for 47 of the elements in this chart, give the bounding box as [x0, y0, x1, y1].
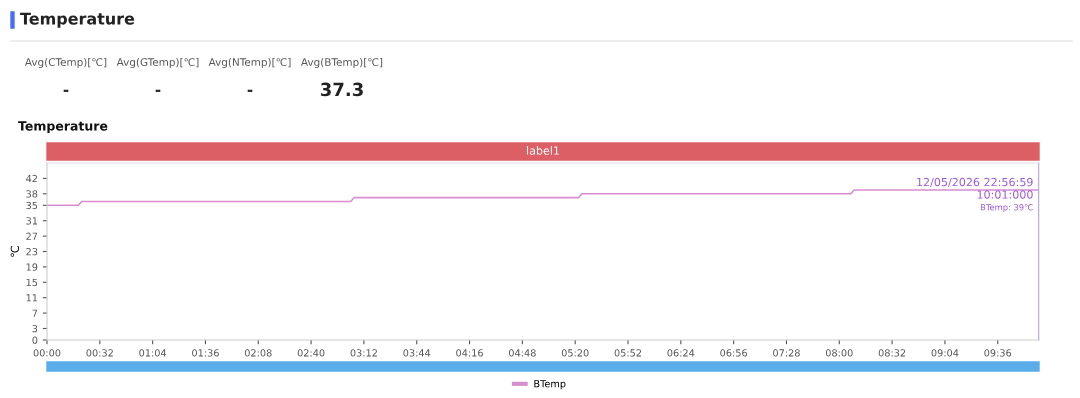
x-tick-label: 00:00: [33, 349, 61, 357]
x-tick-label: 05:20: [561, 349, 589, 357]
x-tick-label: 03:12: [350, 349, 377, 357]
x-tick-label: 04:48: [509, 349, 536, 357]
x-tick-label: 01:04: [139, 349, 167, 357]
x-tick-label: 03:44: [403, 349, 431, 357]
annotation: BTemp: 39℃: [980, 204, 1033, 213]
text: -: [247, 89, 253, 92]
y-tick-label: 3: [32, 324, 38, 333]
text: Avg(BTemp)[℃]: [301, 57, 383, 69]
y-tick-label: 15: [26, 278, 38, 287]
x-tick-label: 06:56: [720, 349, 748, 357]
annotation: 10:01:000: [977, 190, 1033, 199]
annotation: 12/05/2026 22:56:59: [917, 177, 1033, 188]
y-tick-label: 35: [26, 201, 38, 210]
chart-subtitle: Temperature: [18, 121, 108, 134]
text: -: [63, 89, 69, 92]
x-tick-label: 06:24: [667, 349, 695, 357]
x-tick-label: 08:32: [878, 349, 906, 357]
text: label1: [527, 146, 559, 155]
x-tick-label: 08:00: [825, 349, 853, 357]
y-tick-label: 23: [26, 247, 38, 256]
x-tick-label: 04:16: [456, 349, 483, 357]
x-tick-label: 07:28: [773, 349, 800, 357]
text: Avg(GTemp)[℃]: [116, 57, 199, 69]
y-tick-label: 38: [26, 190, 38, 198]
y-tick-label: 0: [32, 336, 38, 344]
y-tick-label: 27: [26, 232, 38, 240]
y-tick-label: 31: [26, 217, 38, 225]
x-tick-label: 01:36: [192, 349, 219, 357]
y-tick-label: 42: [26, 174, 37, 183]
y-tick-label: 19: [26, 263, 38, 271]
text: 37.3: [320, 82, 363, 97]
text: -: [155, 89, 161, 92]
legend-label: BTemp: [534, 380, 566, 390]
x-tick-label: 02:40: [297, 349, 325, 357]
chart-title: Temperature: [20, 12, 135, 28]
x-tick-label: 09:36: [984, 349, 1012, 357]
y-axis-title: ℃: [10, 246, 20, 257]
text: Avg(NTemp)[℃]: [208, 57, 291, 69]
x-tick-label: 02:08: [244, 349, 272, 357]
x-tick-label: 00:32: [86, 349, 113, 357]
y-tick-label: 11: [26, 294, 38, 302]
x-tick-label: 09:04: [931, 349, 959, 357]
x-tick-label: 05:52: [614, 349, 642, 357]
y-tick-label: 7: [32, 309, 38, 317]
text: Avg(CTemp)[℃]: [24, 57, 107, 69]
